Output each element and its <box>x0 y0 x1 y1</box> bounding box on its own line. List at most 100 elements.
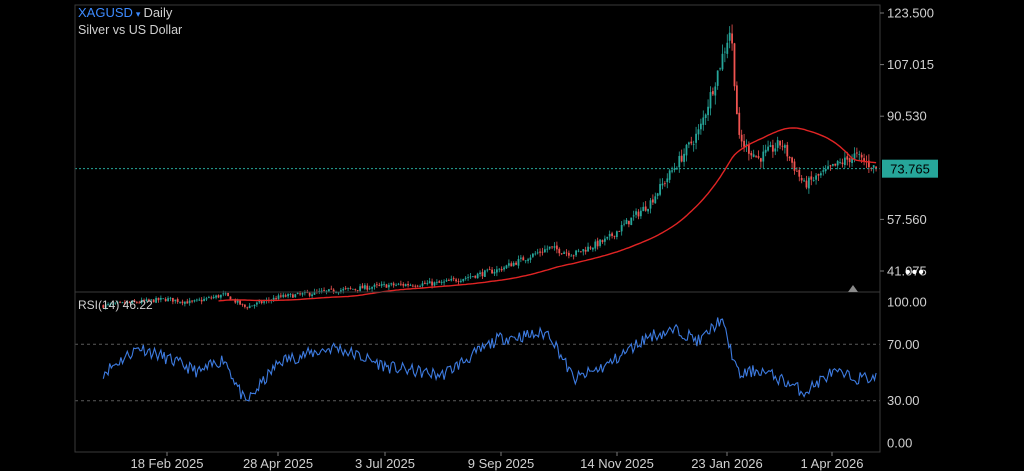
candle-body <box>867 160 870 168</box>
candle-body <box>771 145 774 152</box>
candle-body <box>723 51 726 53</box>
last-price-label: 73.765 <box>890 162 930 177</box>
candle-body <box>191 300 193 302</box>
timeframe-label[interactable]: Daily <box>143 5 173 20</box>
candle-body <box>385 284 388 288</box>
candle-body <box>395 284 397 286</box>
candle-body <box>135 302 138 303</box>
candle-body <box>632 215 635 217</box>
candle-body <box>320 290 323 292</box>
candle-body <box>872 165 875 168</box>
candle-body <box>483 270 486 277</box>
symbol-name[interactable]: XAGUSD <box>78 5 133 20</box>
candle-body <box>215 295 217 298</box>
rsi-line <box>102 317 877 402</box>
candle-body <box>671 170 673 172</box>
candle-body <box>399 283 402 285</box>
candle-body <box>543 249 546 253</box>
moving-average-line <box>218 127 877 302</box>
candle-body <box>848 158 851 163</box>
candle-body <box>183 301 186 304</box>
price-tick-label: 90.530 <box>887 109 927 124</box>
symbol-header[interactable]: XAGUSD ▾ Daily <box>78 5 172 20</box>
candle-body <box>503 267 505 270</box>
candle-body <box>289 293 292 295</box>
candle-body <box>402 284 405 286</box>
candle-body <box>822 170 825 172</box>
candle-body <box>685 144 688 156</box>
candle-body <box>635 211 637 215</box>
candle-body <box>762 151 765 162</box>
candle-body <box>661 183 664 186</box>
candle-body <box>330 288 333 290</box>
candle-body <box>207 297 210 298</box>
price-tick-label: 123.500 <box>887 6 934 21</box>
time-tick-label: 23 Jan 2026 <box>691 456 763 471</box>
rsi-label: RSI(14) 46.22 <box>78 298 153 312</box>
candle-body <box>863 158 865 162</box>
rsi-tick-label: 70.00 <box>887 337 920 352</box>
candle-body <box>347 287 349 289</box>
candle-body <box>620 225 623 232</box>
candle-body <box>181 301 184 304</box>
candle-body <box>467 277 469 279</box>
candle-body <box>613 235 616 237</box>
candle-body <box>159 298 162 300</box>
candle-body <box>498 268 501 270</box>
caret-down-icon[interactable]: ▾ <box>135 9 141 19</box>
candle-body <box>116 302 119 304</box>
candle-body <box>119 301 121 303</box>
candle-body <box>390 283 393 285</box>
candle-body <box>575 250 577 256</box>
candle-body <box>447 280 450 281</box>
candle-body <box>807 177 810 189</box>
candle-body <box>313 291 316 295</box>
rsi-tick-label: 30.00 <box>887 393 920 408</box>
candle-body <box>743 140 745 147</box>
candle-body <box>692 143 695 145</box>
candle-body <box>263 301 265 303</box>
time-tick-label: 28 Apr 2025 <box>243 456 313 471</box>
candle-body <box>599 239 601 246</box>
candle-body <box>836 161 839 166</box>
candle-body <box>325 290 328 292</box>
candle-body <box>779 140 781 146</box>
candle-body <box>419 285 421 287</box>
candle-body <box>459 280 462 282</box>
candle-body <box>123 302 126 304</box>
candle-body <box>639 210 642 217</box>
candle-body <box>721 53 724 70</box>
candle-body <box>716 70 719 86</box>
candle-body <box>704 114 707 119</box>
candle-body <box>627 220 630 225</box>
candle-body <box>294 294 297 298</box>
candle-body <box>104 304 107 308</box>
candle-body <box>205 298 208 300</box>
candle-body <box>258 301 261 303</box>
scroll-arrow-icon[interactable] <box>848 285 858 292</box>
candle-body <box>843 157 846 166</box>
candle-body <box>474 275 477 278</box>
candle-body <box>210 297 213 299</box>
candle-body <box>815 175 817 180</box>
candle-body <box>186 301 189 304</box>
candle-body <box>764 149 767 153</box>
candle-body <box>853 153 856 160</box>
axis-labels: 123.500 107.015 90.530 57.560 41.075 100.00 70… <box>130 6 938 471</box>
candle-body <box>733 43 736 87</box>
more-options-icon[interactable]: ••• <box>905 264 925 281</box>
candle-body <box>414 285 417 287</box>
candle-body <box>558 248 561 254</box>
candle-body <box>731 33 733 44</box>
candle-body <box>654 196 657 204</box>
candle-body <box>251 305 253 307</box>
candle-body <box>433 282 436 286</box>
candle-body <box>491 269 493 274</box>
candle-body <box>855 152 858 154</box>
candle-body <box>519 257 522 259</box>
candle-body <box>140 299 143 303</box>
candle-body <box>697 129 700 135</box>
candle-body <box>471 276 474 278</box>
candle-body <box>311 294 313 297</box>
